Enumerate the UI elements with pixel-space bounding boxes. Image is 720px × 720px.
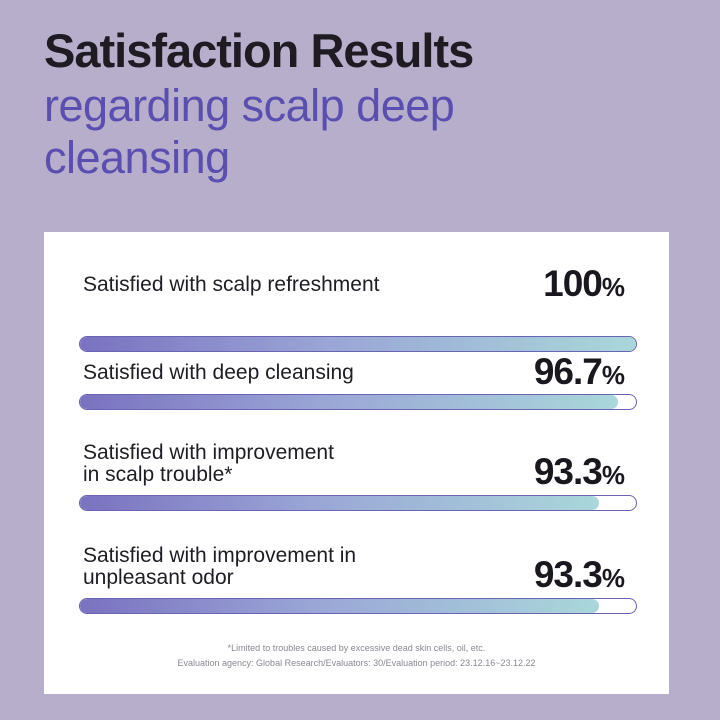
title-block: Satisfaction Results regarding scalp dee… (44, 22, 684, 184)
result-label-line: Satisfied with improvement in (83, 544, 357, 567)
result-value: 93.3% (534, 452, 625, 495)
result-label: Satisfied with deep cleansing (83, 362, 413, 384)
page-subtitle: regarding scalp deep cleansing (44, 80, 455, 183)
result-bar (80, 337, 636, 351)
result-bar-track (79, 598, 637, 614)
result-label-line: Satisfied with deep cleansing (83, 361, 354, 384)
result-label-line: unpleasant odor (83, 566, 234, 589)
footnote-line: *Limited to troubles caused by excessive… (227, 643, 486, 653)
result-value-unit: % (601, 460, 625, 490)
result-label: Satisfied with improvement in scalp trou… (83, 442, 413, 486)
results-card: Satisfied with scalp refreshment 100% Sa… (44, 232, 669, 694)
result-bar (80, 599, 599, 613)
result-value-unit: % (601, 360, 625, 390)
page-title: Satisfaction Results (44, 24, 474, 77)
result-label-line: Satisfied with improvement (83, 441, 334, 464)
result-bar-track (79, 495, 637, 511)
result-value-number: 100 (543, 263, 603, 304)
result-label: Satisfied with improvement in unpleasant… (83, 545, 413, 589)
result-bar (80, 395, 618, 409)
result-label-line: in scalp trouble* (83, 463, 233, 486)
result-value-number: 93.3 (533, 451, 603, 492)
footnote: *Limited to troubles caused by excessive… (44, 641, 669, 671)
result-bar-track (79, 336, 637, 352)
result-bar (80, 496, 599, 510)
result-bar-track (79, 394, 637, 410)
result-value-number: 93.3 (533, 554, 603, 595)
result-value: 100% (543, 264, 625, 307)
footnote-line: Evaluation agency: Global Research/Evalu… (177, 658, 536, 668)
result-value-unit: % (601, 563, 625, 593)
result-value-unit: % (601, 272, 625, 302)
result-label-line: Satisfied with scalp refreshment (83, 273, 380, 296)
result-label: Satisfied with scalp refreshment (83, 274, 413, 296)
result-value: 93.3% (534, 555, 625, 598)
result-value: 96.7% (534, 352, 625, 395)
result-value-number: 96.7 (533, 351, 603, 392)
